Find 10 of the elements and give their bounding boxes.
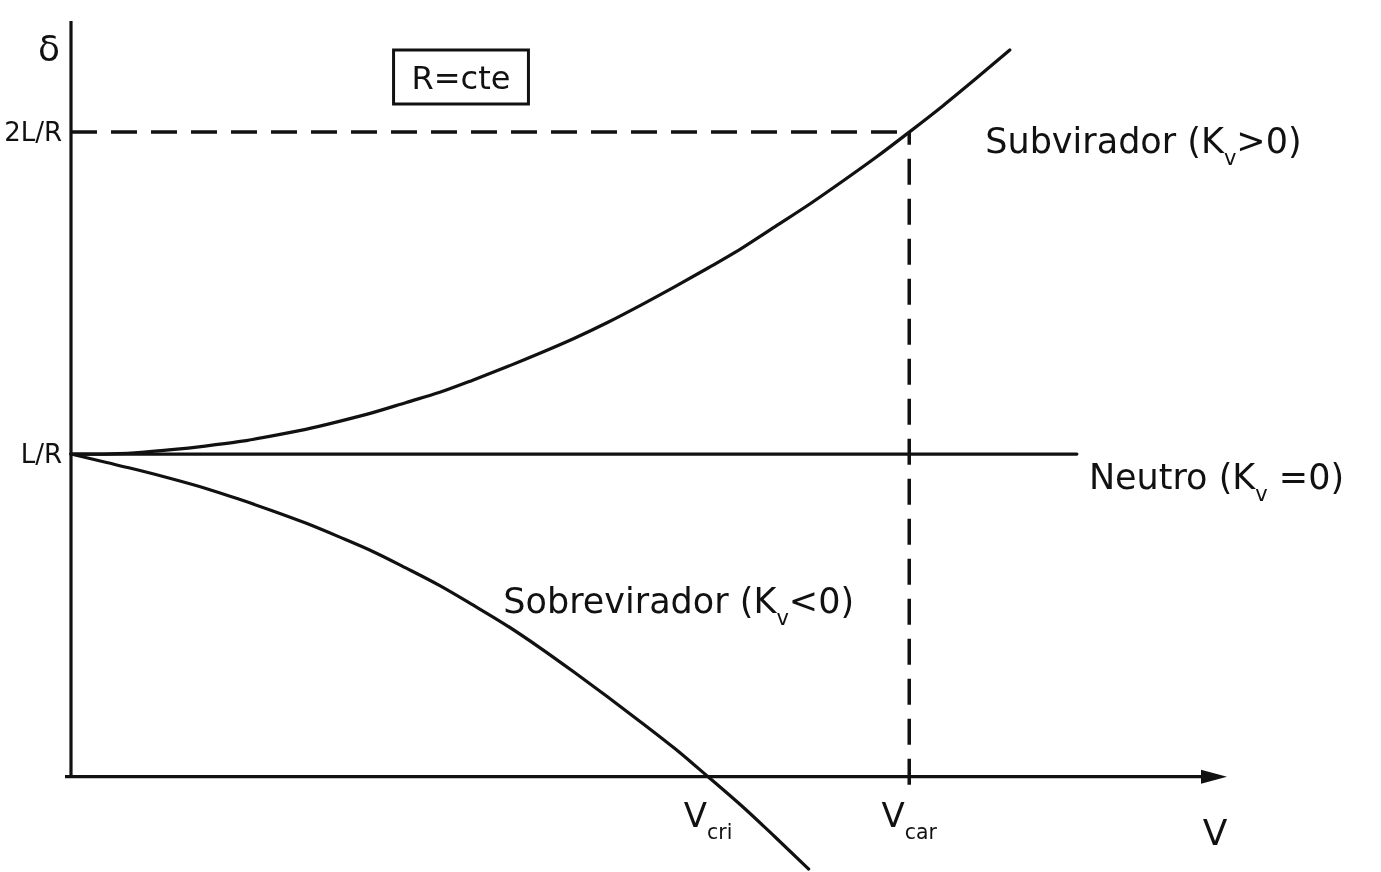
ref-line-label: 2L/R — [4, 117, 62, 148]
annotation: R=cte — [411, 58, 511, 97]
x-tick-label: V$_{car}$ — [881, 794, 938, 844]
x-tick-label: V$_{cri}$ — [683, 794, 733, 844]
text: L/R — [20, 439, 62, 470]
series-label: Sobrevirador (K$_{v}$<0) — [503, 580, 855, 630]
y-axis-title: δ — [37, 28, 61, 69]
series-label: Neutro (K$_{v}$ =0) — [1088, 456, 1345, 506]
series-label: Subvirador (K$_{v}$>0) — [985, 120, 1302, 170]
x-axis-title: V — [1202, 811, 1228, 853]
